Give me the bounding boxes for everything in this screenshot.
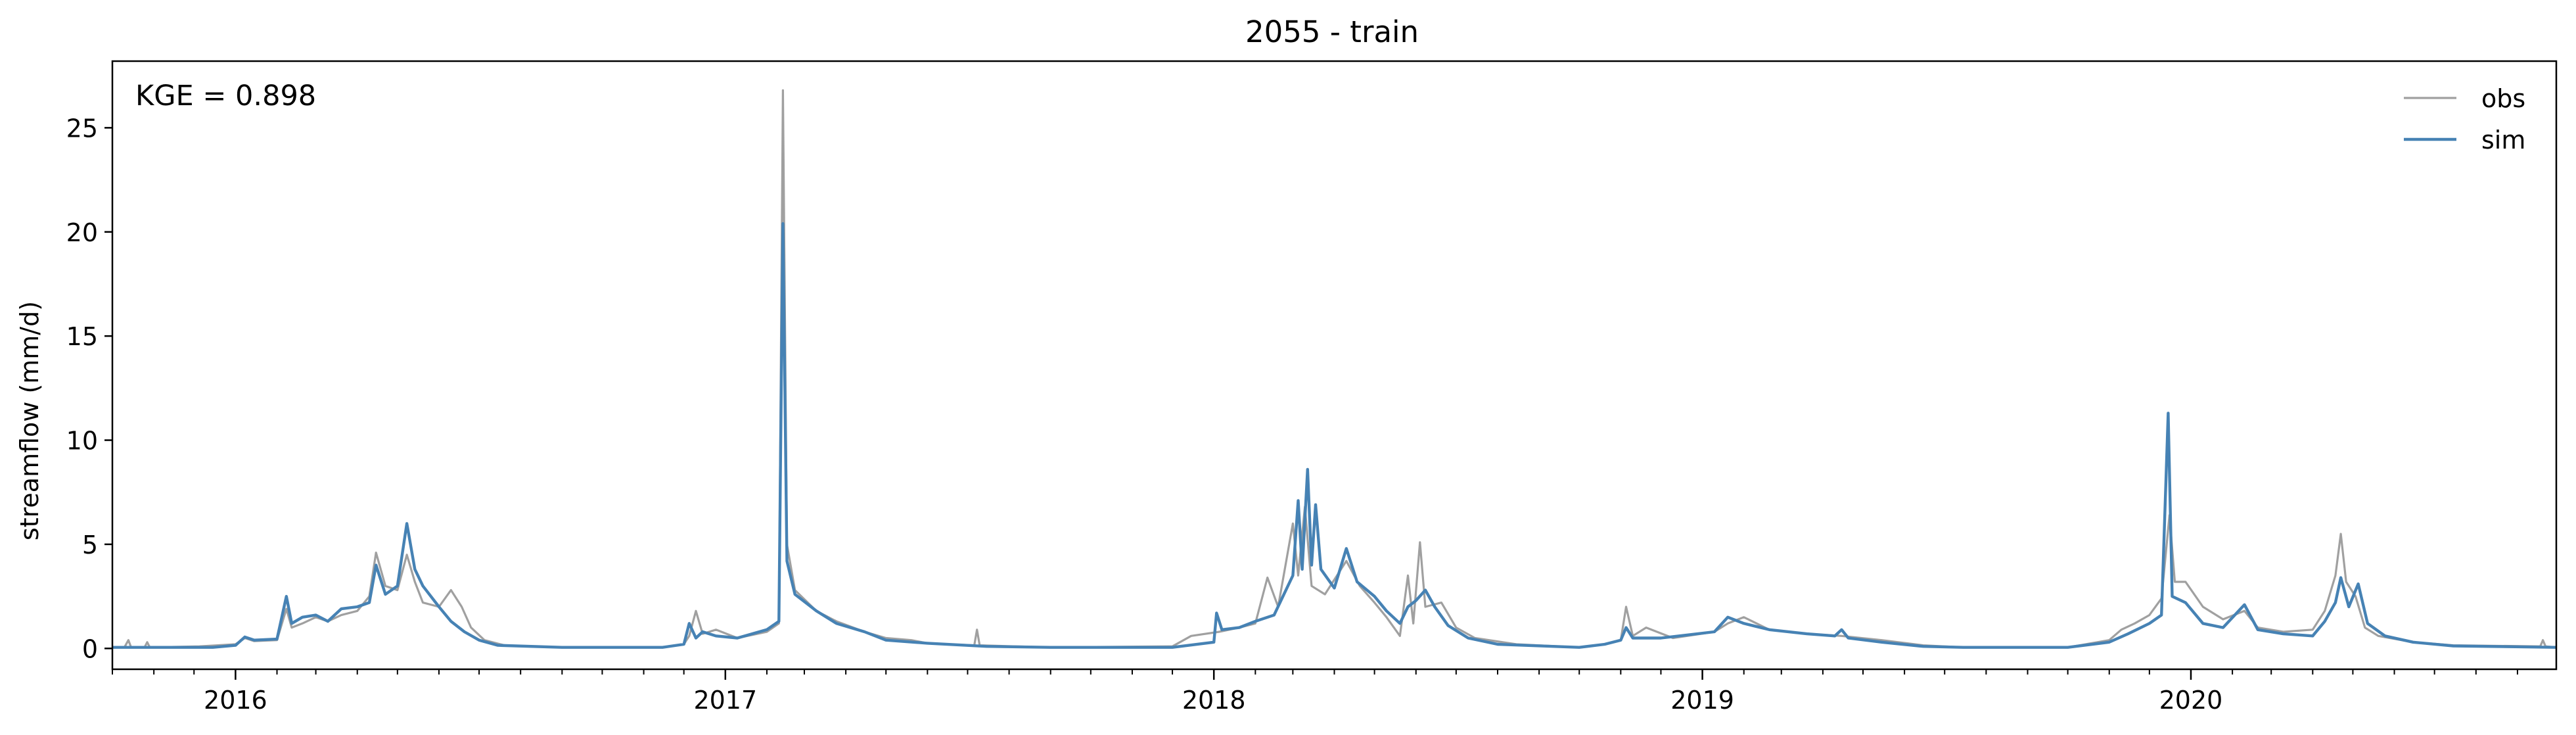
chart-title: 2055 - train [1245, 14, 1419, 49]
x-axis-ticks: 2016 2017 2018 2019 2020 [204, 669, 2222, 715]
sim-series-line [112, 222, 2557, 649]
y-tick-label: 10 [66, 427, 98, 456]
y-axis-label: streamflow (mm/d) [15, 301, 44, 540]
x-tick-label: 2018 [1182, 686, 1246, 715]
y-axis-ticks: 0 5 10 15 20 25 [66, 114, 112, 663]
legend-sim-label: sim [2481, 126, 2525, 154]
legend: obs sim [2404, 84, 2525, 154]
y-tick-label: 0 [82, 634, 98, 663]
x-tick-label: 2020 [2159, 686, 2223, 715]
kge-annotation: KGE = 0.898 [135, 80, 316, 112]
x-tick-label: 2019 [1670, 686, 1734, 715]
x-axis-minor-ticks [112, 669, 2518, 675]
plot-area [112, 89, 2557, 649]
y-tick-label: 25 [66, 114, 98, 143]
legend-obs-label: obs [2481, 84, 2525, 113]
y-tick-label: 15 [66, 322, 98, 351]
x-tick-label: 2016 [204, 686, 267, 715]
y-tick-label: 5 [82, 531, 98, 559]
y-tick-label: 20 [66, 218, 98, 247]
x-tick-label: 2017 [693, 686, 757, 715]
